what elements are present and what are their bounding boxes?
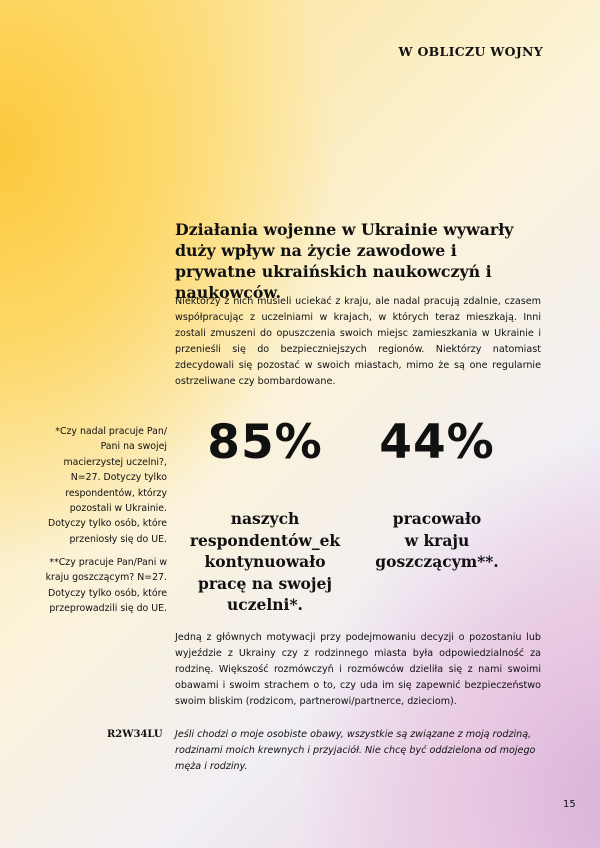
intro-paragraph: Niektórzy z nich musieli uciekać z kraju… <box>175 296 541 387</box>
stat-caption: pracowało w kraju goszczącym**. <box>337 508 537 573</box>
section-title: W OBLICZU WOJNY <box>398 44 543 59</box>
text-line: respondentów, którzy <box>65 487 167 499</box>
text-line: kraju goszczącym? N=27. <box>45 572 167 584</box>
text-line: w kraju <box>404 530 470 550</box>
text-line: pozostali w Ukrainie. <box>69 503 167 515</box>
heading: Działania wojenne w Ukrainie wywarły duż… <box>175 220 514 302</box>
text-line: Dotyczy tylko osób, które <box>48 587 167 599</box>
footnote: **Czy pracuje Pan/Pani w kraju goszczącym… <box>46 555 167 617</box>
stat-value: 85% <box>207 415 323 470</box>
quote-text: Jeśli chodzi o moje osobiste obawy, wszy… <box>175 729 536 772</box>
stat: 44% pracowało w kraju goszczącym**. <box>337 418 537 573</box>
body-paragraph: Jedną z głównych motywacji przy podejmow… <box>175 632 541 707</box>
stat-caption: naszych respondentów_ek kontynuowało pracę … <box>165 508 365 616</box>
text-line: N=27. Dotyczy tylko <box>70 472 167 484</box>
text-line: przeprowadzili się do UE. <box>49 603 167 615</box>
footnote: *Czy nadal pracuje Pan/Pani na swojej mac… <box>48 424 167 547</box>
text-line: goszczącym**. <box>375 552 499 571</box>
text-line: Dotyczy tylko osób, które <box>48 518 167 530</box>
text-line: kontynuowało <box>204 552 326 571</box>
text-line: **Czy pracuje Pan/Pani w <box>49 557 167 568</box>
text-line: pracowało <box>392 509 482 528</box>
stat: 85% naszych respondentów_ek kontynuowało pr… <box>165 418 365 616</box>
text-line: uczelni*. <box>227 595 303 614</box>
stat-value: 44% <box>379 415 495 470</box>
quote-speaker: R2W34LU <box>107 729 163 740</box>
text-line: pracę na swojej <box>198 573 332 593</box>
page-number: 15 <box>563 799 576 810</box>
text-line: macierzystej uczelni?, <box>63 456 167 468</box>
text-line: przeniosły się do UE. <box>69 533 167 545</box>
text-line: naszych <box>230 509 300 528</box>
text-line: respondentów_ek <box>189 530 341 550</box>
text-line: *Czy nadal pracuje Pan/ <box>55 426 167 437</box>
text-line: Pani na swojej <box>100 441 167 453</box>
